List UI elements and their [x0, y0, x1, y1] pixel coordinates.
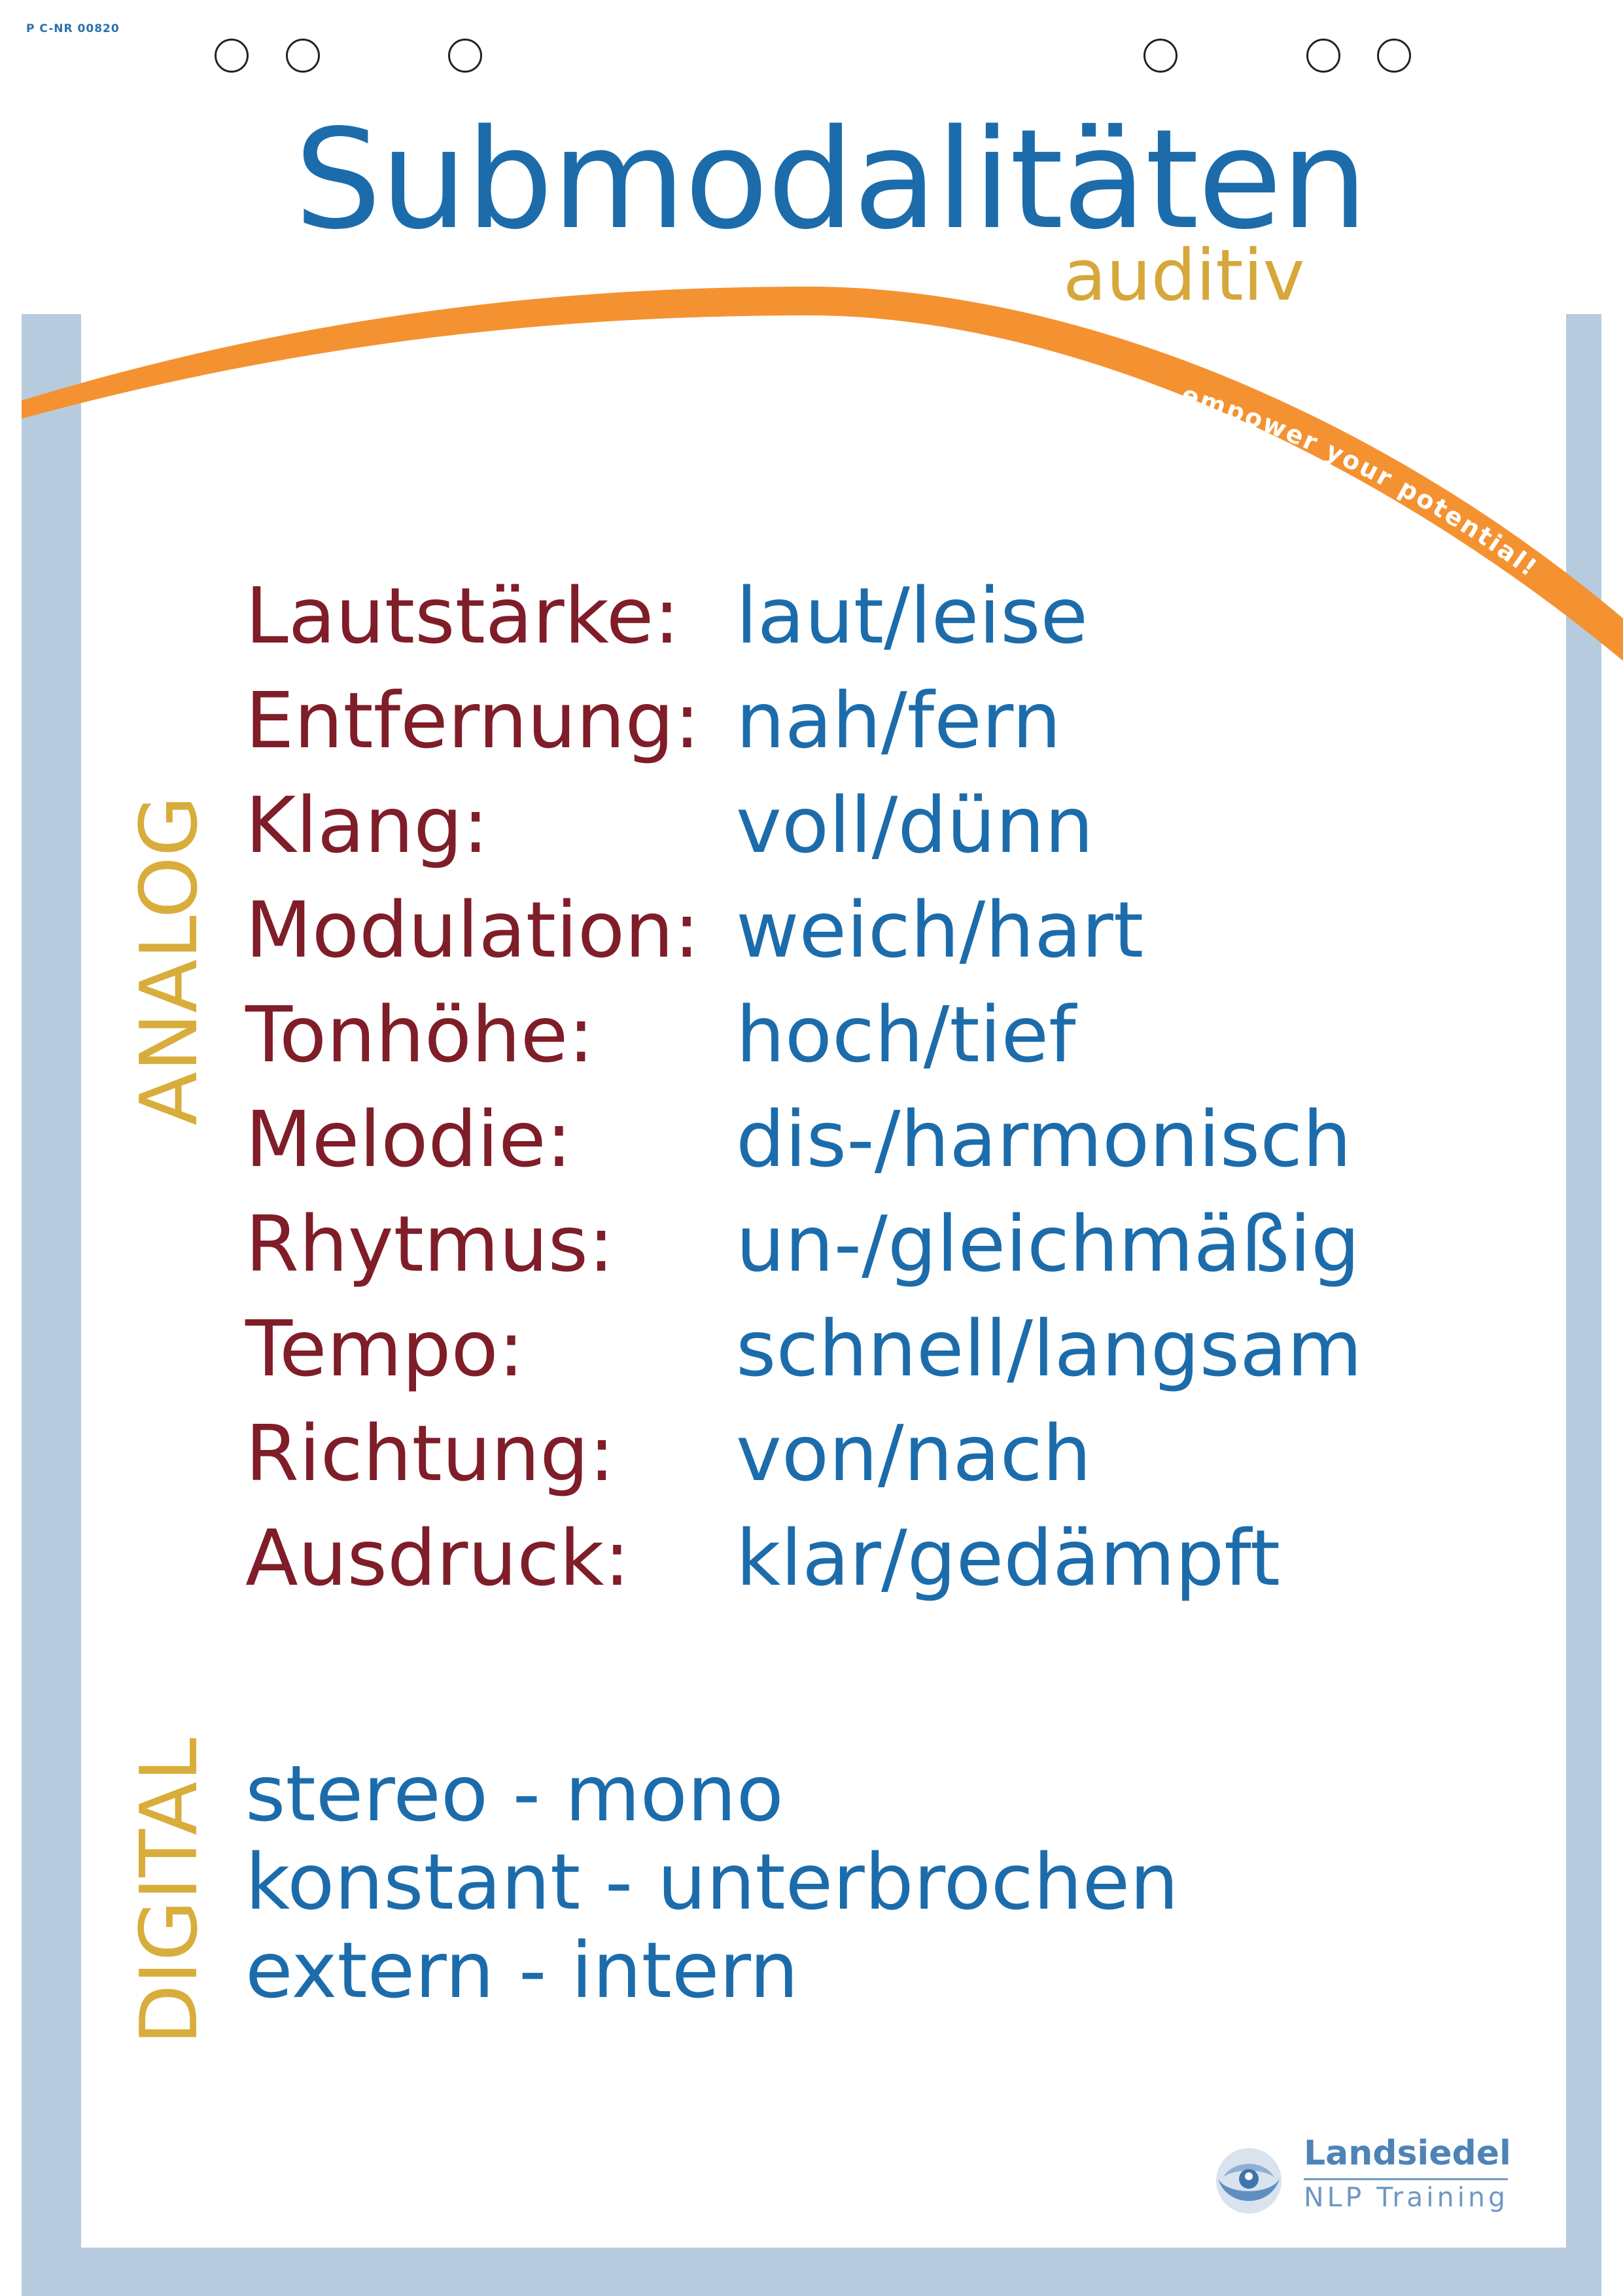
row-label: Ausdruck:: [245, 1513, 631, 1603]
orange-arc: ... empower your potential!: [22, 287, 1623, 680]
digital-line: stereo - mono: [245, 1748, 784, 1839]
page-title: Submodalitäten: [294, 99, 1368, 260]
punch-hole: [1377, 39, 1411, 73]
row-label: Richtung:: [245, 1408, 615, 1498]
digital-line: extern - intern: [245, 1925, 799, 2015]
row-label: Rhytmus:: [245, 1199, 614, 1289]
analog-heading: ANALOG: [124, 796, 215, 1125]
analog-row: Modulation: weich/hart: [245, 891, 1488, 996]
row-label: Tonhöhe:: [245, 989, 595, 1080]
analog-row: Richtung: von/nach: [245, 1415, 1488, 1519]
row-label: Tempo:: [245, 1303, 525, 1394]
row-label: Klang:: [245, 780, 489, 870]
row-value: nah/fern: [736, 675, 1062, 766]
analog-row: Melodie: dis-/harmonisch: [245, 1101, 1488, 1205]
punch-hole: [448, 39, 482, 73]
punch-hole: [215, 39, 249, 73]
page-subtitle: auditiv: [1063, 235, 1305, 317]
analog-row: Tonhöhe: hoch/tief: [245, 996, 1488, 1101]
row-value: weich/hart: [736, 885, 1144, 975]
punch-hole: [1306, 39, 1340, 73]
row-label: Modulation:: [245, 885, 700, 975]
digital-heading: DIGITAL: [124, 1737, 215, 2045]
poster-code: P C-NR 00820: [26, 22, 120, 35]
logo-name: Landsiedel: [1304, 2134, 1511, 2173]
analog-row: Lautstärke: laut/leise: [245, 577, 1488, 682]
row-value: hoch/tief: [736, 989, 1076, 1080]
logo-divider: [1304, 2178, 1508, 2180]
eye-person-icon: [1216, 2148, 1282, 2214]
punch-hole: [286, 39, 320, 73]
row-label: Entfernung:: [245, 675, 701, 766]
row-value: schnell/langsam: [736, 1303, 1363, 1394]
row-value: von/nach: [736, 1408, 1092, 1498]
analog-row: Klang: voll/dünn: [245, 786, 1488, 891]
analog-row: Tempo: schnell/langsam: [245, 1310, 1488, 1415]
logo-subtitle: NLP Training: [1304, 2181, 1509, 2213]
row-label: Melodie:: [245, 1094, 572, 1184]
row-value: klar/gedämpft: [736, 1513, 1280, 1603]
analog-row: Rhytmus: un-/gleichmäßig: [245, 1205, 1488, 1310]
digital-line: konstant - unterbrochen: [245, 1837, 1179, 1927]
row-label: Lautstärke:: [245, 571, 680, 661]
row-value: dis-/harmonisch: [736, 1094, 1352, 1184]
analog-row: Entfernung: nah/fern: [245, 682, 1488, 786]
analog-row: Ausdruck: klar/gedämpft: [245, 1519, 1488, 1624]
row-value: un-/gleichmäßig: [736, 1199, 1360, 1289]
punch-hole: [1143, 39, 1178, 73]
row-value: voll/dünn: [736, 780, 1094, 870]
row-value: laut/leise: [736, 571, 1089, 661]
